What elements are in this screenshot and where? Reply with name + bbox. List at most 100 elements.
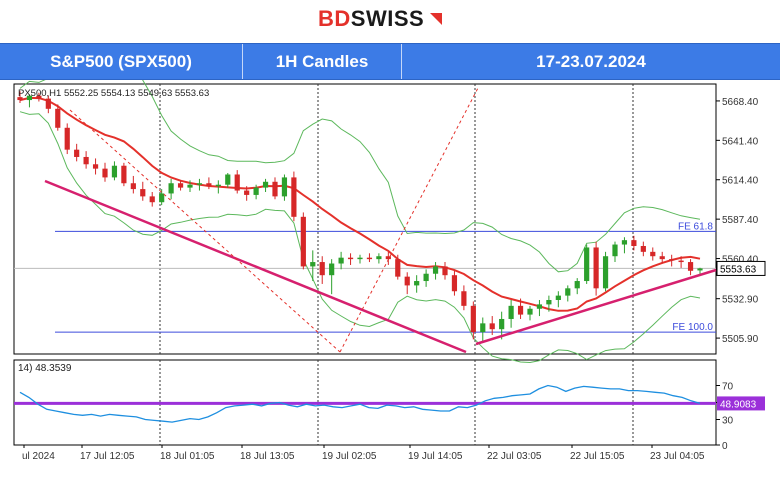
candle-body <box>555 295 561 300</box>
candle-body <box>140 189 146 197</box>
candle-body <box>244 190 250 195</box>
candle-body <box>480 323 486 333</box>
fib-level-label: FE 100.0 <box>672 322 713 333</box>
time-tick-label: 19 Jul 02:05 <box>322 451 377 462</box>
candle-body <box>602 256 609 289</box>
candle-body <box>650 251 656 257</box>
price-tick-label: 5505.90 <box>722 334 759 345</box>
time-tick-label: 22 Jul 03:05 <box>487 451 542 462</box>
candle-body <box>612 244 618 257</box>
candle-body <box>517 305 524 315</box>
candle-body <box>64 127 70 150</box>
price-tick-label: 5668.40 <box>722 97 759 108</box>
candle-body <box>45 98 51 109</box>
bdswiss-logo: BD SWISS <box>318 5 445 33</box>
price-chart: FE 61.8 FE 100.0 5668.40 5641.40 5614.40 5587… <box>13 80 766 462</box>
time-tick-label: 23 Jul 04:05 <box>650 451 705 462</box>
fib-projection-line <box>339 87 479 353</box>
fib-projection-line <box>69 109 341 353</box>
candle-body <box>461 291 467 306</box>
price-tick-label: 5614.40 <box>722 176 759 187</box>
candle-body <box>234 174 240 191</box>
rsi-current-label: 48.9083 <box>720 399 757 410</box>
candle-body <box>262 181 269 188</box>
candle-body <box>130 183 136 190</box>
candle-body <box>574 281 580 289</box>
logo-text-swiss: SWISS <box>350 6 425 31</box>
candle-body <box>659 256 665 260</box>
header-divider <box>401 44 402 79</box>
candle-body <box>536 304 543 309</box>
candle-body <box>565 288 571 296</box>
time-tick-label: 22 Jul 15:05 <box>570 451 625 462</box>
current-price-label: 5553.63 <box>720 264 757 275</box>
candle-body <box>470 305 476 333</box>
candle-body <box>74 149 80 157</box>
candle-body <box>300 216 306 267</box>
candle-body <box>36 95 42 99</box>
candle-body <box>102 168 108 178</box>
candle-body <box>395 259 401 277</box>
rsi-tick-label: 30 <box>722 416 734 427</box>
candle-body <box>451 275 458 292</box>
candle-body <box>291 177 297 217</box>
candle-body <box>272 181 278 197</box>
candle-body <box>697 268 703 271</box>
price-tick-label: 5587.40 <box>722 215 759 226</box>
candle-body <box>687 262 694 271</box>
rsi-current-box <box>717 396 765 411</box>
price-tick-label: 5560.40 <box>722 255 759 266</box>
candle-body <box>187 184 193 188</box>
current-price-box <box>716 260 766 276</box>
moving-average-line <box>19 96 701 312</box>
candle-body <box>366 257 373 260</box>
candle-body <box>621 240 628 245</box>
price-tick-label: 5641.40 <box>722 136 759 147</box>
candle-body <box>631 240 637 246</box>
candle-body <box>92 164 99 169</box>
candle-body <box>338 257 344 264</box>
brand-bar: BD SWISS <box>0 0 780 42</box>
candle-body <box>423 273 429 282</box>
rsi-tick-label: 70 <box>722 382 734 393</box>
fib-level-label: FE 61.8 <box>678 221 713 232</box>
candle-body <box>432 266 439 274</box>
candle-body <box>310 262 316 267</box>
candle-body <box>177 183 184 188</box>
chart-header: S&P500 (SPX500) 1H Candles 17-23.07.2024 <box>0 43 780 80</box>
candle-body <box>640 246 646 252</box>
candle-body <box>414 281 420 286</box>
time-tick-label: 17 Jul 12:05 <box>80 451 135 462</box>
candle-body <box>347 257 354 260</box>
candle-body <box>168 183 174 194</box>
date-range-label: 17-23.07.2024 <box>536 52 646 71</box>
candle-body <box>55 108 61 128</box>
candle-body <box>17 97 23 101</box>
candle-body <box>385 256 391 260</box>
candle-body <box>215 184 221 187</box>
header-divider <box>242 44 243 79</box>
ohlc-info-line: PX500,H1 5552.25 5554.13 5549.63 5553.63 <box>18 88 209 99</box>
time-tick-label: ul 2024 <box>22 451 55 462</box>
logo-text-bd: BD <box>318 6 351 31</box>
price-tick-label: 5532.90 <box>722 295 759 306</box>
candle-body <box>376 256 382 260</box>
candle-body <box>584 247 590 282</box>
candle-body <box>489 323 495 330</box>
descending-trendline <box>44 179 467 354</box>
rsi-tick-label: 0 <box>722 441 728 452</box>
candle-body <box>149 196 155 203</box>
candle-body <box>121 165 127 184</box>
time-tick-label: 19 Jul 14:05 <box>408 451 463 462</box>
candle-body <box>281 177 288 197</box>
candle-body <box>206 183 212 187</box>
candle-body <box>508 305 514 319</box>
bdswiss-arrow-icon <box>430 13 443 25</box>
candle-body <box>329 263 335 276</box>
time-tick-label: 18 Jul 13:05 <box>240 451 295 462</box>
candle-body <box>678 260 684 263</box>
time-tick-label: 18 Jul 01:05 <box>160 451 215 462</box>
main-plot-frame <box>13 83 717 355</box>
candle-body <box>404 276 410 286</box>
instrument-label: S&P500 (SPX500) <box>50 52 192 71</box>
